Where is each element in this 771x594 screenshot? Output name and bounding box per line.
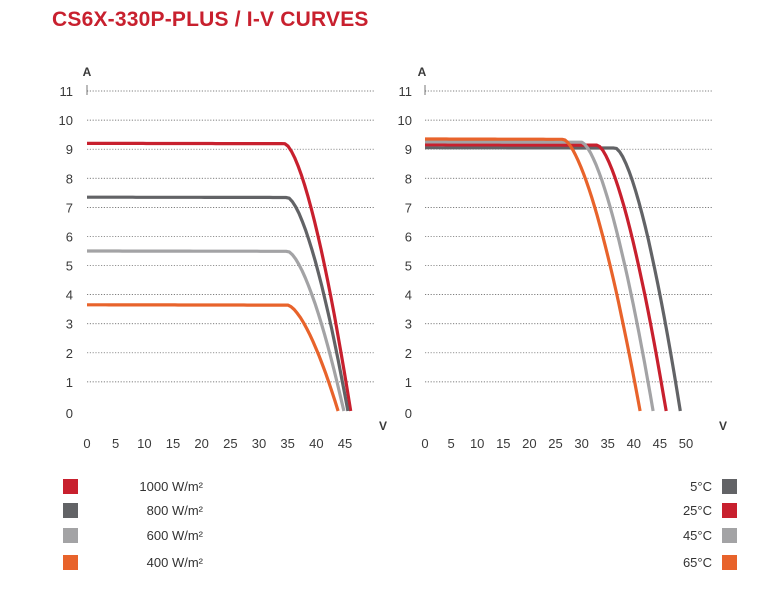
x-tick-label: 0 [83, 436, 90, 451]
x-tick-label: 25 [223, 436, 237, 451]
series-line [87, 303, 340, 412]
legend-label: 5°C [690, 479, 712, 494]
x-tick-label: 40 [309, 436, 323, 451]
y-tick-label: 4 [405, 288, 412, 303]
y-tick-label: 1 [66, 375, 73, 390]
y-tick-label: 2 [66, 346, 73, 361]
x-tick-label: 15 [166, 436, 180, 451]
legend-swatch [722, 555, 737, 570]
y-tick-label: 0 [405, 406, 412, 421]
y-axis-unit: A [418, 65, 427, 79]
series-line [425, 140, 655, 412]
x-tick-label: 15 [496, 436, 510, 451]
legend-swatch [63, 479, 78, 494]
y-tick-label: 5 [66, 259, 73, 274]
x-tick-label: 5 [447, 436, 454, 451]
x-tick-label: 10 [137, 436, 151, 451]
legend-label: 400 W/m² [146, 555, 203, 570]
x-tick-label: 30 [252, 436, 266, 451]
y-tick-label: 3 [66, 317, 73, 332]
y-tick-label: 11 [60, 84, 74, 99]
series-line [87, 141, 353, 412]
series-line [87, 249, 346, 412]
legend-item-temp-2: 45°C [640, 528, 737, 543]
series-line [425, 143, 668, 412]
x-tick-label: 45 [653, 436, 667, 451]
y-tick-label: 4 [66, 288, 73, 303]
x-tick-label: 30 [574, 436, 588, 451]
legend-swatch [63, 555, 78, 570]
x-tick-label: 20 [194, 436, 208, 451]
legend-swatch [722, 503, 737, 518]
series-line [425, 146, 682, 412]
y-tick-label: 10 [398, 113, 412, 128]
x-tick-label: 45 [338, 436, 352, 451]
legend-label: 25°C [682, 503, 712, 518]
y-tick-label: 2 [405, 346, 412, 361]
legend-swatch [722, 479, 737, 494]
legend-swatch [722, 528, 737, 543]
y-tick-label: 10 [59, 113, 73, 128]
legend-item-irr-0: 1000 W/m² [63, 479, 203, 494]
x-tick-label: 25 [548, 436, 562, 451]
legend-item-irr-2: 600 W/m² [63, 528, 203, 543]
legend-item-temp-3: 65°C [640, 555, 737, 570]
y-tick-label: 9 [66, 142, 73, 157]
y-tick-label: 8 [405, 171, 412, 186]
y-tick-label: 1 [405, 375, 412, 390]
legend-item-temp-1: 25°C [640, 503, 737, 518]
y-tick-label: 5 [405, 259, 412, 274]
x-tick-label: 20 [522, 436, 536, 451]
x-tick-label: 5 [112, 436, 119, 451]
legend-label: 1000 W/m² [139, 479, 203, 494]
series-line [87, 195, 350, 412]
x-axis-unit: V [719, 419, 727, 433]
legend-item-irr-1: 800 W/m² [63, 503, 203, 518]
x-tick-label: 0 [421, 436, 428, 451]
x-tick-label: 50 [679, 436, 693, 451]
legend-swatch [63, 528, 78, 543]
x-tick-label: 35 [280, 436, 294, 451]
legend-item-irr-3: 400 W/m² [63, 555, 203, 570]
y-tick-label: 6 [66, 229, 73, 244]
y-tick-label: 6 [405, 229, 412, 244]
x-tick-label: 10 [470, 436, 484, 451]
x-axis-unit: V [379, 419, 387, 433]
y-tick-label: 11 [399, 84, 413, 99]
x-tick-label: 40 [627, 436, 641, 451]
page-title: CS6X-330P-PLUS / I-V CURVES [52, 8, 369, 31]
y-tick-label: 3 [405, 317, 412, 332]
y-tick-label: 7 [405, 200, 412, 215]
legend-item-temp-0: 5°C [640, 479, 737, 494]
x-tick-label: 35 [600, 436, 614, 451]
legend-label: 45°C [682, 528, 712, 543]
y-axis-unit: A [83, 65, 92, 79]
y-tick-label: 9 [405, 142, 412, 157]
legend-label: 65°C [682, 555, 712, 570]
y-tick-label: 7 [66, 200, 73, 215]
y-tick-label: 8 [66, 171, 73, 186]
legend-swatch [63, 503, 78, 518]
legend-label: 800 W/m² [146, 503, 203, 518]
y-tick-label: 0 [66, 406, 73, 421]
series-line [425, 137, 642, 412]
legend-label: 600 W/m² [146, 528, 203, 543]
